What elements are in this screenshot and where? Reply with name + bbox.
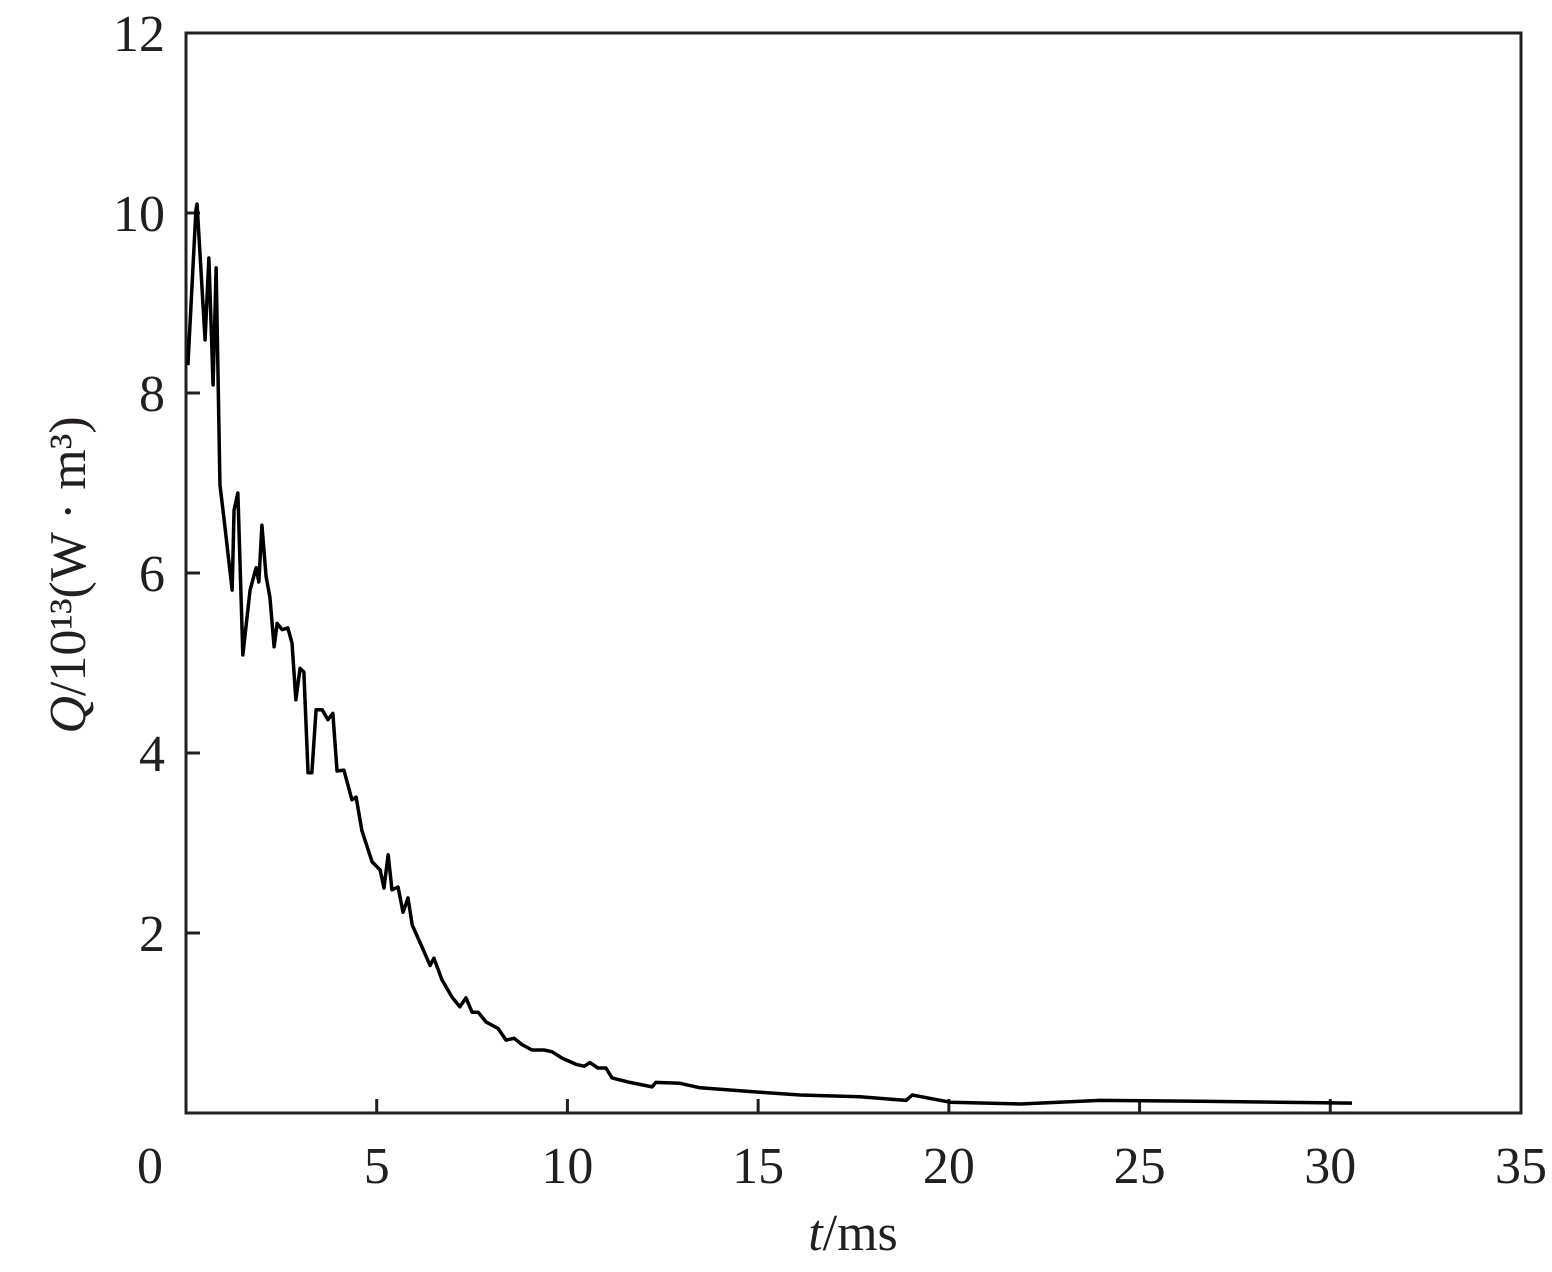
x-tick-label: 25 — [1114, 1138, 1166, 1195]
y-tick-label: 4 — [139, 726, 165, 783]
y-tick-label: 2 — [139, 906, 165, 963]
plot-frame — [184, 31, 1523, 1115]
x-label-symbol: t — [808, 1205, 824, 1262]
x-tick-label: 5 — [364, 1138, 390, 1195]
x-tick-label: 30 — [1304, 1138, 1356, 1195]
x-label-unit: /ms — [823, 1205, 898, 1262]
x-tick-label: 15 — [732, 1138, 784, 1195]
y-tick-label: 8 — [139, 366, 165, 423]
y-tick-label: 10 — [113, 186, 165, 243]
y-tick-label: 12 — [113, 6, 165, 63]
x-tick-label: 20 — [923, 1138, 975, 1195]
x-axis-label: t/ms — [808, 1205, 898, 1262]
y-label-unit: /10¹³(W · m³) — [40, 416, 97, 696]
y-tick-label: 6 — [139, 546, 165, 603]
x-tick-label: 10 — [541, 1138, 593, 1195]
x-tick-label: 0 — [137, 1138, 163, 1195]
data-line — [186, 202, 1353, 1106]
y-axis-label: Q/10¹³(W · m³) — [40, 416, 97, 733]
y-label-symbol: Q — [40, 696, 97, 734]
x-tick-label: 35 — [1495, 1138, 1547, 1195]
